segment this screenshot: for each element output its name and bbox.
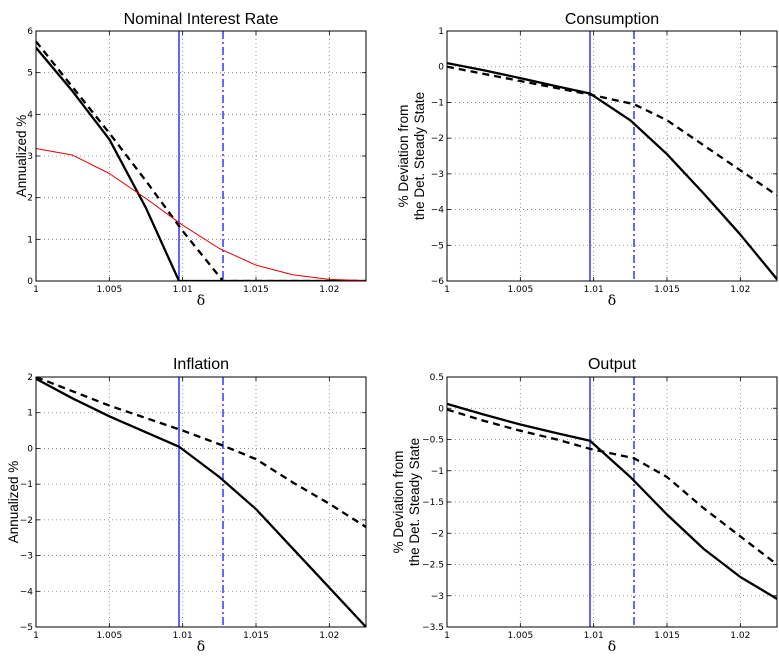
panel-title: Output [588,356,637,373]
plot-area [36,377,366,627]
y-tick-label: −5 [431,241,444,251]
y-tick-label: 0 [27,444,33,454]
x-tick-label: 1.02 [730,631,750,641]
x-tick-label: 1.01 [173,631,193,641]
series-line-1 [36,46,366,281]
y-axis-label-line-2: the Det. Steady State [407,438,422,566]
grid [447,377,777,627]
y-tick-label: 6 [27,27,33,37]
panel-title: Inflation [173,356,229,373]
y-axis-label-line-1: % Deviation from [391,451,406,554]
series-line-1 [36,377,366,627]
panel-inflation: Inflation Annualized % δ 1 1.005 1.01 1.015… [6,356,367,655]
series-line-2 [447,65,777,197]
y-axis-label-line-1: Annualized % [14,115,29,198]
x-tick-label: 1.01 [584,631,604,641]
x-tick-label: 1 [444,285,450,295]
x-tick-label: 1 [33,631,39,641]
y-tick-label: −1 [431,467,444,477]
x-tick-label: 1.02 [319,285,339,295]
y-tick-label: −1 [431,98,444,108]
y-tick-label: −3 [431,170,444,180]
series-line-1 [447,62,777,280]
x-axis-label: δ [608,639,616,655]
y-axis-label-line-2: the Det. Steady State [412,92,427,220]
y-tick-label: −2 [431,134,444,144]
y-axis-label-line-1: % Deviation from [396,105,411,208]
series-line-3 [36,148,366,281]
y-tick-label: 2 [27,194,33,204]
grid [447,31,777,281]
x-tick-label: 1 [33,285,39,295]
x-tick-label: 1.015 [243,631,269,641]
y-tick-label: −5 [20,623,33,633]
plot-area [36,31,366,281]
y-tick-label: −6 [431,277,445,287]
y-tick-label: 1 [27,235,33,245]
x-tick-label: 1.02 [730,285,750,295]
y-tick-label: −2 [20,516,33,526]
series-line-2 [36,377,366,528]
axes-frame [446,30,778,282]
y-tick-label: −1.5 [422,498,444,508]
x-tick-label: 1.01 [584,285,604,295]
x-tick-label: 1.015 [654,285,680,295]
x-tick-label: 1.015 [243,285,269,295]
y-tick-label: −3 [20,552,33,562]
y-tick-label: −0.5 [422,436,444,446]
x-tick-label: 1.005 [507,631,533,641]
y-tick-label: −3.5 [422,623,444,633]
panel-title: Nominal Interest Rate [124,11,279,28]
y-tick-label: 3 [27,152,33,162]
panel-output: Output % Deviation from the Det. Steady … [391,356,778,655]
y-tick-label: 1 [438,27,444,37]
x-tick-label: 1.015 [654,631,680,641]
series-line-2 [36,40,366,281]
x-tick-label: 1.02 [319,631,339,641]
panel-consumption: Consumption % Deviation from the Det. St… [396,11,778,309]
y-tick-label: −3 [431,592,444,602]
y-tick-label: 1 [27,409,33,419]
y-tick-label: −2.5 [422,561,444,571]
x-axis-label: δ [197,639,205,655]
x-axis-label: δ [608,293,616,309]
x-tick-label: 1.005 [507,285,533,295]
x-tick-label: 1.005 [96,631,122,641]
y-tick-label: 0.5 [430,373,444,383]
x-tick-label: 1.005 [96,285,122,295]
y-axis-label-line-1: Annualized % [6,461,21,544]
y-tick-label: 4 [27,110,33,120]
plot-area [447,31,777,281]
series-line-2 [447,408,777,566]
y-tick-label: 5 [27,69,33,79]
series-line-1 [447,402,777,600]
axes-frame [35,376,367,628]
y-tick-label: 0 [438,404,444,414]
panel-nominal-interest-rate: Nominal Interest Rate Annualized % δ 1 1.… [14,11,367,309]
panel-title: Consumption [565,11,659,28]
x-axis-label: δ [197,293,205,309]
y-tick-label: −4 [431,206,445,216]
y-tick-label: −4 [20,587,34,597]
y-tick-label: −1 [20,480,33,490]
grid [36,377,366,627]
y-tick-label: −2 [431,529,444,539]
plot-area [447,377,777,627]
x-tick-label: 1.01 [173,285,193,295]
x-tick-label: 1 [444,631,450,641]
grid [36,31,366,281]
y-tick-label: 2 [27,373,33,383]
y-tick-label: 0 [438,63,444,73]
y-tick-label: 0 [27,277,33,287]
